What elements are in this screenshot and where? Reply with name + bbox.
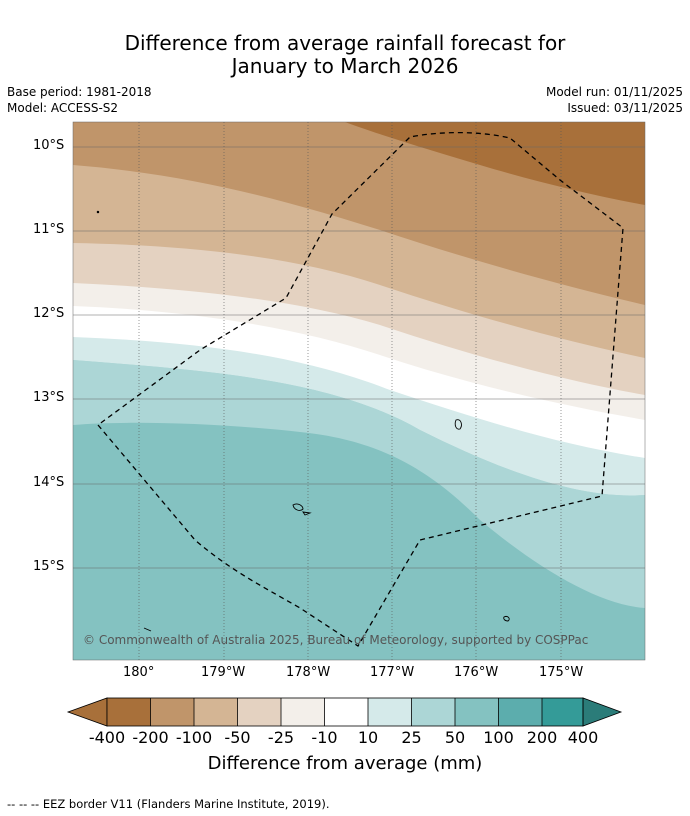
meta-left: Base period: 1981-2018 Model: ACCESS-S2: [7, 84, 152, 116]
colorbar-box: [194, 698, 238, 726]
colorbar-box: [411, 698, 455, 726]
colorbar-box: [237, 698, 281, 726]
colorbar-tick-label: 50: [444, 728, 466, 747]
colorbar: [66, 697, 623, 727]
latitude-lines: [73, 146, 645, 569]
lat-label-11s: 11°S: [33, 222, 65, 237]
colorbar-tick-label: -50: [224, 728, 251, 747]
base-period: Base period: 1981-2018: [7, 85, 152, 99]
colorbar-tick-label: -10: [311, 728, 338, 747]
colorbar-box: [107, 698, 151, 726]
lat-label-14s: 14°S: [33, 475, 65, 490]
colorbar-tick-label: 10: [357, 728, 379, 747]
colorbar-box: [498, 698, 542, 726]
copyright-notice: © Commonwealth of Australia 2025, Bureau…: [83, 633, 589, 647]
lon-label-177w: 177°W: [370, 665, 415, 680]
lon-label-175w: 175°W: [539, 665, 584, 680]
eez-footnote: -- -- -- EEZ border V11 (Flanders Marine…: [7, 797, 330, 811]
colorbar-low-extend: [66, 697, 108, 727]
colorbar-tick-label: -200: [132, 728, 169, 747]
island-outlines: [96, 210, 510, 632]
colorbar-tick-label: 400: [567, 728, 599, 747]
colorbar-tick-label: 100: [483, 728, 514, 747]
meta-right: Model run: 01/11/2025 Issued: 03/11/2025: [546, 84, 683, 116]
colorbar-box: [324, 698, 368, 726]
colorbar-tick-label: 25: [401, 728, 422, 747]
model-name: Model: ACCESS-S2: [7, 101, 119, 115]
lat-label-12s: 12°S: [33, 306, 65, 321]
colorbar-tick-label: -25: [267, 728, 295, 747]
map-title-line2: January to March 2026: [231, 54, 459, 78]
colorbar-tick-label: -100: [175, 728, 213, 747]
colorbar-high-extend: [582, 697, 623, 727]
band-minus200-400: [345, 122, 645, 205]
lon-label-178w: 178°W: [286, 665, 331, 680]
rainfall-bands: [73, 122, 645, 660]
lat-label-15s: 15°S: [33, 559, 65, 574]
band-25-50: [73, 360, 645, 608]
lat-label-10s: 10°S: [33, 138, 65, 153]
colorbar-box: [281, 698, 325, 726]
lon-label-179w: 179°W: [201, 665, 246, 680]
model-run: Model run: 01/11/2025: [545, 85, 683, 99]
map-frame: [72, 121, 646, 661]
lat-label-13s: 13°S: [33, 390, 65, 405]
map-title-line1: Difference from average rainfall forecas…: [124, 31, 566, 55]
colorbar-box: [542, 698, 583, 726]
colorbar-title: Difference from average (mm): [207, 753, 483, 774]
issued-date: Issued: 03/11/2025: [567, 101, 683, 115]
colorbar-tick-label: -400: [88, 728, 126, 747]
colorbar-tick-label: 200: [526, 728, 558, 747]
colorbar-box: [455, 698, 499, 726]
colorbar-box: [368, 698, 412, 726]
lon-label-176w: 176°W: [454, 665, 499, 680]
colorbar-box: [150, 698, 194, 726]
lon-label-180: 180°: [123, 665, 155, 680]
